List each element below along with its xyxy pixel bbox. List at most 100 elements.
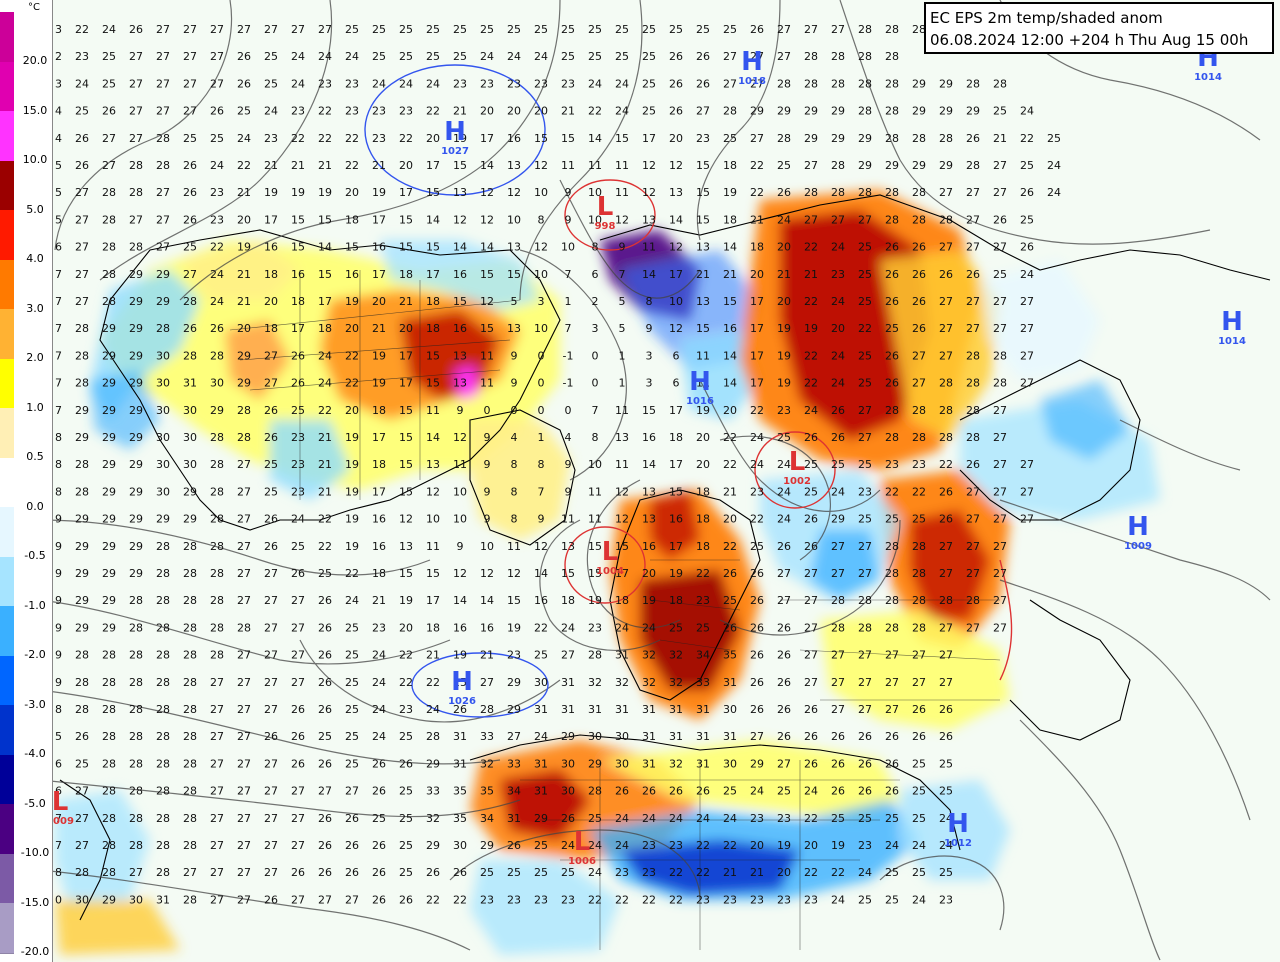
pressure-value-label: 1012 (944, 838, 972, 849)
temperature-value: 26 (831, 785, 845, 798)
temperature-value: 29 (480, 839, 494, 852)
temperature-value: 27 (939, 676, 953, 689)
temperature-value: 28 (156, 676, 170, 689)
temperature-value: 28 (156, 159, 170, 172)
temperature-value: 19 (291, 186, 305, 199)
temperature-value: 27 (939, 649, 953, 662)
legend-swatch (0, 457, 14, 508)
temperature-value: 28 (102, 703, 116, 716)
temperature-value: 7 (55, 322, 62, 335)
temperature-value: 25 (858, 377, 872, 390)
temperature-value: 32 (588, 676, 602, 689)
pressure-value-label: 1004 (596, 566, 624, 577)
temperature-value: 0 (592, 349, 599, 362)
temperature-value: 24 (534, 730, 548, 743)
temperature-value: 19 (372, 377, 386, 390)
temperature-value: 12 (534, 159, 548, 172)
pressure-value-label: 1014 (1218, 336, 1246, 347)
temperature-value: 25 (372, 23, 386, 36)
temperature-value: 22 (426, 676, 440, 689)
temperature-value: 18 (669, 594, 683, 607)
temperature-value: 22 (1020, 132, 1034, 145)
temperature-value: 29 (183, 513, 197, 526)
temperature-value: 26 (75, 159, 89, 172)
temperature-value: 27 (129, 77, 143, 90)
temperature-value: 26 (750, 621, 764, 634)
temperature-value: 26 (291, 757, 305, 770)
temperature-value: 17 (399, 186, 413, 199)
temperature-value: 28 (777, 77, 791, 90)
temperature-value: 7 (55, 268, 62, 281)
temperature-value: 28 (102, 866, 116, 879)
temperature-value: 29 (237, 377, 251, 390)
temperature-value: 11 (588, 485, 602, 498)
temperature-value: 16 (453, 268, 467, 281)
temperature-value: 23 (345, 77, 359, 90)
temperature-value: 28 (588, 785, 602, 798)
temperature-value: 14 (426, 213, 440, 226)
temperature-value: 3 (55, 77, 62, 90)
temperature-value: 27 (939, 567, 953, 580)
temperature-value: 11 (642, 241, 656, 254)
temperature-value: 5 (55, 159, 62, 172)
temperature-value: 24 (1020, 105, 1034, 118)
temperature-value: 17 (750, 349, 764, 362)
temperature-value: 29 (102, 322, 116, 335)
temperature-value: 18 (345, 213, 359, 226)
temperature-value: 27 (1020, 513, 1034, 526)
temperature-value: 29 (75, 513, 89, 526)
temperature-value: 20 (507, 105, 521, 118)
temperature-value: 9 (511, 377, 518, 390)
temperature-value: 9 (55, 594, 62, 607)
temperature-value: 25 (642, 105, 656, 118)
legend-swatch (0, 754, 14, 805)
temperature-value: 27 (264, 377, 278, 390)
temperature-value: 1 (619, 377, 626, 390)
temperature-value: 15 (426, 377, 440, 390)
temperature-value: 28 (183, 349, 197, 362)
low-pressure-marker: L (789, 447, 806, 477)
temperature-value: 27 (156, 50, 170, 63)
temperature-value: 1 (565, 295, 572, 308)
temperature-value: 21 (804, 268, 818, 281)
temperature-value: 17 (750, 295, 764, 308)
temperature-value: 24 (642, 812, 656, 825)
temperature-value: 9 (457, 540, 464, 553)
temperature-value: 20 (777, 866, 791, 879)
temperature-value: 29 (750, 757, 764, 770)
pressure-value-label: 1014 (1194, 72, 1222, 83)
temperature-value: 22 (318, 132, 332, 145)
temperature-value: 28 (804, 186, 818, 199)
temperature-value: 27 (75, 839, 89, 852)
legend-tick-label: 5.0 (26, 202, 44, 216)
temperature-value: 9 (457, 404, 464, 417)
temperature-value: 20 (399, 322, 413, 335)
temperature-value: 13 (399, 540, 413, 553)
temperature-value: 8 (511, 485, 518, 498)
temperature-value: 26 (399, 893, 413, 906)
temperature-value: 2 (55, 50, 62, 63)
temperature-value: 26 (696, 77, 710, 90)
temperature-value: 27 (777, 23, 791, 36)
temperature-value: 23 (480, 893, 494, 906)
temperature-value: 22 (588, 893, 602, 906)
temperature-value: 16 (372, 513, 386, 526)
temperature-value: 22 (399, 132, 413, 145)
temperature-value: 24 (804, 785, 818, 798)
temperature-value: 0 (538, 349, 545, 362)
temperature-value: 11 (696, 349, 710, 362)
temperature-value: 27 (993, 159, 1007, 172)
temperature-value: 24 (588, 77, 602, 90)
temperature-value: 20 (669, 132, 683, 145)
temperature-value: 25 (885, 812, 899, 825)
temperature-value: 12 (453, 431, 467, 444)
temperature-value: 26 (966, 132, 980, 145)
temperature-value: 23 (696, 132, 710, 145)
temperature-value: 19 (777, 839, 791, 852)
temperature-value: 27 (291, 676, 305, 689)
temperature-value: 17 (669, 540, 683, 553)
legend-tick-label: 10.0 (22, 153, 48, 166)
temperature-value: 28 (939, 213, 953, 226)
temperature-value: 24 (372, 703, 386, 716)
temperature-value: 24 (615, 839, 629, 852)
